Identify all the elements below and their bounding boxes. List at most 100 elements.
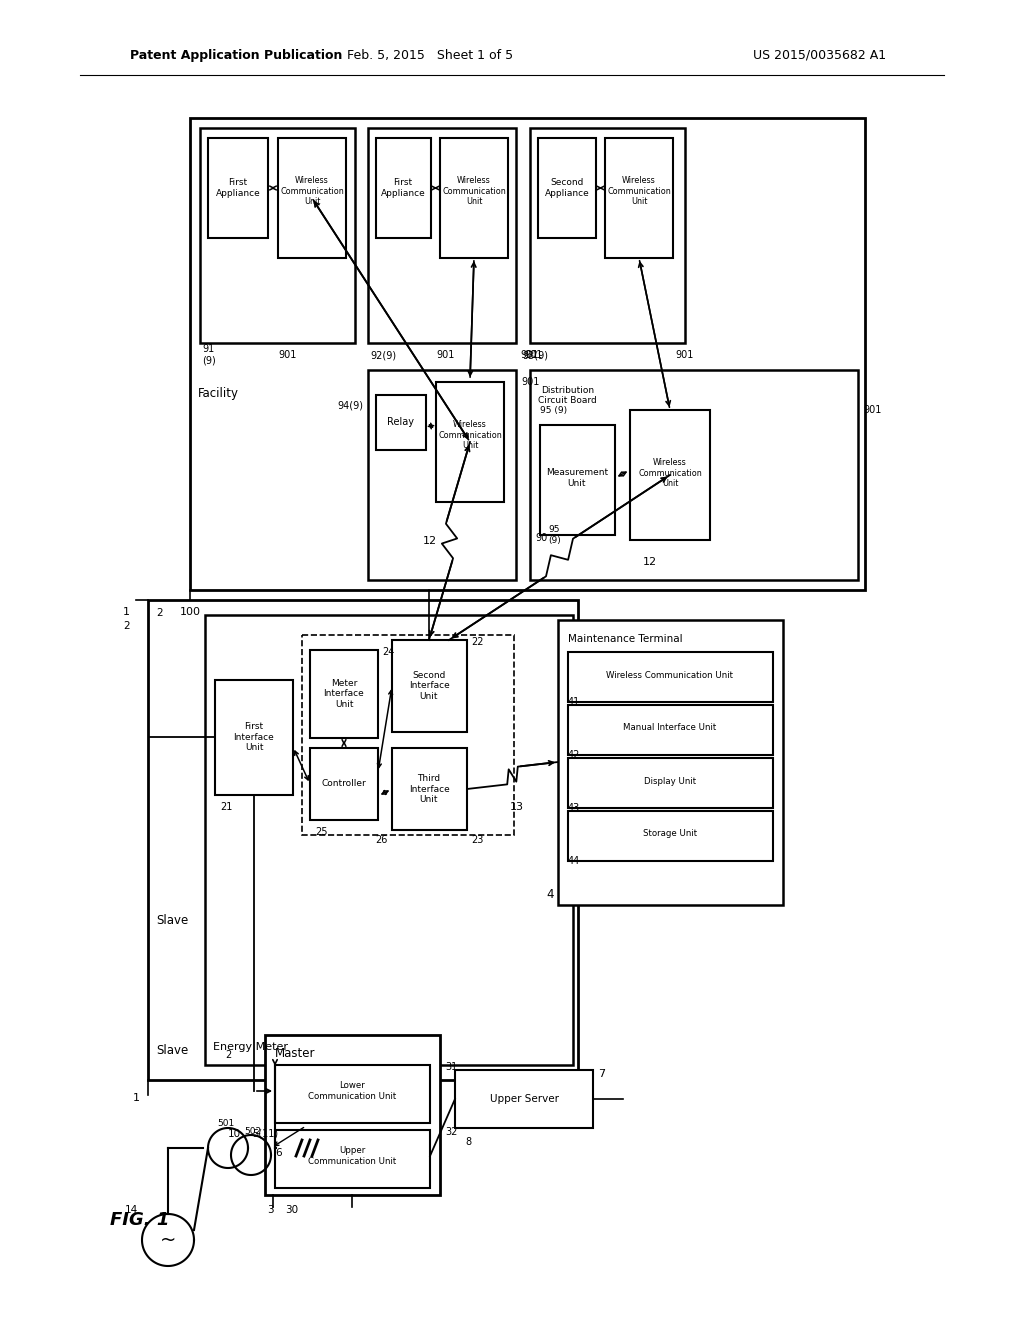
Text: FIG. 1: FIG. 1 (110, 1210, 169, 1229)
Text: 1: 1 (123, 607, 130, 616)
Bar (392, 640, 467, 733)
Bar (605, 139, 673, 257)
Text: 41: 41 (568, 697, 581, 708)
Text: 94(9): 94(9) (337, 400, 362, 411)
Bar (368, 370, 516, 579)
Text: 901: 901 (436, 350, 455, 360)
Text: Wireless Communication Unit: Wireless Communication Unit (606, 671, 733, 680)
Text: 21: 21 (220, 803, 232, 812)
Text: 44: 44 (568, 855, 581, 866)
Text: 12: 12 (643, 557, 657, 568)
Text: 2: 2 (123, 620, 130, 631)
Text: 26: 26 (376, 836, 388, 845)
Bar (148, 601, 578, 1080)
Text: Controller: Controller (322, 780, 367, 788)
Text: 901: 901 (675, 350, 693, 360)
Bar (558, 620, 783, 906)
Bar (265, 1035, 440, 1195)
Text: 2: 2 (156, 609, 163, 618)
Text: Wireless
Communication
Unit: Wireless Communication Unit (607, 176, 671, 206)
Text: Energy Meter: Energy Meter (213, 1041, 288, 1052)
Text: Master: Master (275, 1047, 315, 1060)
Text: 4: 4 (546, 888, 554, 902)
Text: 901: 901 (521, 378, 540, 387)
Text: 24: 24 (382, 647, 394, 657)
Bar (530, 128, 685, 343)
Bar (310, 748, 378, 820)
Text: Wireless
Communication
Unit: Wireless Communication Unit (442, 176, 506, 206)
Text: 901: 901 (520, 350, 539, 360)
Text: 8: 8 (465, 1137, 471, 1147)
Text: Upper Server: Upper Server (489, 1094, 558, 1104)
Bar (540, 425, 615, 535)
Text: 43: 43 (568, 803, 581, 813)
Text: Patent Application Publication: Patent Application Publication (130, 49, 342, 62)
Text: Second
Interface
Unit: Second Interface Unit (409, 671, 450, 701)
Text: Third
Interface
Unit: Third Interface Unit (409, 774, 450, 804)
Text: Wireless
Communication
Unit: Wireless Communication Unit (281, 176, 344, 206)
Text: Wireless
Communication
Unit: Wireless Communication Unit (438, 420, 502, 450)
Text: 93(9): 93(9) (522, 350, 548, 360)
Text: 14: 14 (125, 1205, 138, 1214)
Text: 95 (9): 95 (9) (540, 407, 567, 414)
Text: ~: ~ (160, 1230, 176, 1250)
Text: 92(9): 92(9) (370, 350, 396, 360)
Bar (568, 705, 773, 755)
Text: Slave: Slave (156, 1044, 188, 1056)
Bar (275, 1130, 430, 1188)
Text: Feb. 5, 2015   Sheet 1 of 5: Feb. 5, 2015 Sheet 1 of 5 (347, 49, 513, 62)
Text: Upper
Communication Unit: Upper Communication Unit (308, 1146, 396, 1166)
Bar (530, 370, 858, 579)
Bar (455, 1071, 593, 1129)
Text: Storage Unit: Storage Unit (643, 829, 697, 838)
Bar (190, 117, 865, 590)
Text: 10: 10 (228, 1129, 241, 1139)
Text: First
Interface
Unit: First Interface Unit (233, 722, 274, 752)
Bar (368, 128, 516, 343)
Text: 501: 501 (217, 1119, 234, 1129)
Text: Wireless
Communication
Unit: Wireless Communication Unit (638, 458, 701, 488)
Bar (310, 649, 378, 738)
Text: First
Appliance: First Appliance (381, 178, 425, 198)
Text: Measurement
Unit: Measurement Unit (546, 469, 608, 487)
Text: 901: 901 (524, 350, 543, 360)
Text: 25: 25 (315, 828, 328, 837)
Text: 23: 23 (471, 836, 483, 845)
Text: 13: 13 (510, 803, 524, 812)
Bar (376, 139, 431, 238)
Bar (275, 1065, 430, 1123)
Text: 90: 90 (535, 533, 547, 543)
Text: 5(11): 5(11) (252, 1129, 279, 1139)
Bar (568, 810, 773, 861)
Bar (538, 139, 596, 238)
Text: 12: 12 (423, 536, 437, 546)
Bar (278, 139, 346, 257)
Text: 30: 30 (285, 1205, 298, 1214)
Text: 95
(9): 95 (9) (548, 525, 561, 545)
Text: 3: 3 (267, 1205, 273, 1214)
Text: Maintenance Terminal: Maintenance Terminal (568, 634, 683, 644)
Bar (205, 615, 573, 1065)
Text: 6: 6 (275, 1148, 282, 1158)
Text: Lower
Communication Unit: Lower Communication Unit (308, 1081, 396, 1101)
Text: Meter
Interface
Unit: Meter Interface Unit (324, 678, 365, 709)
Text: 32: 32 (445, 1127, 458, 1137)
Text: Relay: Relay (387, 417, 415, 426)
Text: Facility: Facility (198, 388, 239, 400)
Text: 42: 42 (568, 750, 581, 760)
Text: Manual Interface Unit: Manual Interface Unit (624, 723, 717, 733)
Text: 2: 2 (225, 1049, 231, 1060)
Bar (630, 411, 710, 540)
Text: US 2015/0035682 A1: US 2015/0035682 A1 (754, 49, 887, 62)
Bar (440, 139, 508, 257)
Bar (376, 395, 426, 450)
Text: Slave: Slave (156, 913, 188, 927)
Bar (215, 680, 293, 795)
Bar (568, 652, 773, 702)
Bar (436, 381, 504, 502)
Bar (392, 748, 467, 830)
Text: 31: 31 (445, 1063, 458, 1072)
Text: 502: 502 (245, 1126, 261, 1135)
Bar (208, 139, 268, 238)
Text: 901: 901 (863, 405, 882, 414)
